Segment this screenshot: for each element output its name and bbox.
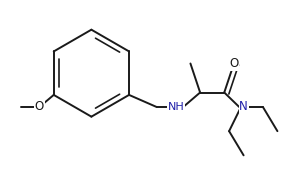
Text: N: N xyxy=(239,100,248,113)
Text: O: O xyxy=(35,100,44,113)
Text: O: O xyxy=(229,57,239,70)
Text: NH: NH xyxy=(168,102,184,112)
